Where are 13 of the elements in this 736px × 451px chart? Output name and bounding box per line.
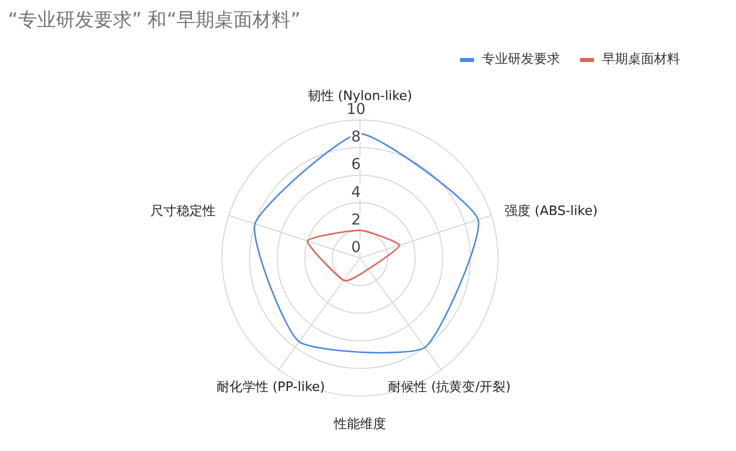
chart-title: “专业研发要求” 和“早期桌面材料” [8,9,300,31]
y-tick-label: 0 [351,238,361,256]
y-tick-label: 4 [351,182,361,201]
legend-label: 专业研发要求 [482,52,560,67]
spoke-label: 尺寸稳定性 [150,204,216,220]
legend-label: 早期桌面材料 [602,52,680,67]
spoke-label: 耐化学性 (PP-like) [216,380,325,395]
y-tick-label: 2 [351,210,361,228]
y-tick-label: 6 [351,155,361,174]
text: 性能维度 [333,416,386,432]
spoke-label: 耐候性 (抗黄变/开裂) [388,380,511,395]
spoke-label: 韧性 (Nylon-like) [308,89,412,104]
spoke-label: 强度 (ABS-like) [504,203,598,220]
